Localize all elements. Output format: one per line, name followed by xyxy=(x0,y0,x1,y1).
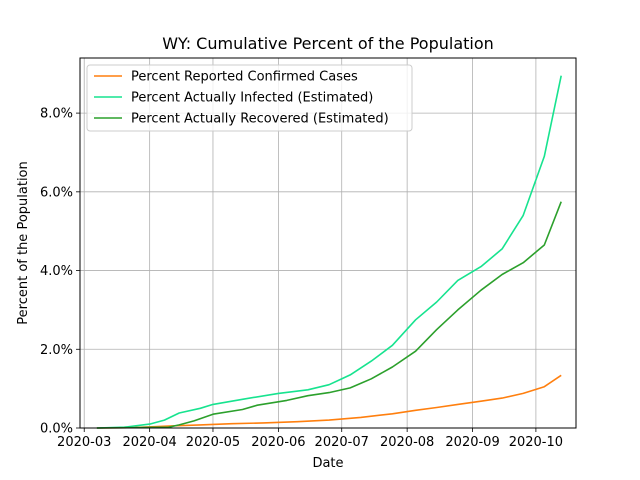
y-axis: 0.0% 2.0% 4.0% 6.0% 8.0% xyxy=(40,107,80,437)
legend-label: Percent Reported Confirmed Cases xyxy=(131,70,358,85)
y-axis-title: Percent of the Population xyxy=(16,161,31,324)
series-line xyxy=(96,201,562,429)
y-tick-label: 0.0% xyxy=(40,422,73,437)
x-tick-label: 2020-08 xyxy=(380,435,434,450)
chart-title: WY: Cumulative Percent of the Population xyxy=(162,34,494,53)
series-lines xyxy=(96,75,562,429)
legend-box xyxy=(86,64,413,132)
x-axis-title: Date xyxy=(312,456,343,471)
y-tick-label: 8.0% xyxy=(40,107,73,122)
x-tick-label: 2020-07 xyxy=(315,435,369,450)
legend-label: Percent Actually Infected (Estimated) xyxy=(131,91,373,106)
series-line xyxy=(96,75,562,429)
y-tick-label: 4.0% xyxy=(40,264,73,279)
y-tick-label: 6.0% xyxy=(40,185,73,200)
x-axis: 2020-03 2020-04 2020-05 2020-06 2020-07 2020-… xyxy=(57,428,563,450)
y-tick-label: 2.0% xyxy=(40,343,73,358)
x-tick-label: 2020-06 xyxy=(251,435,305,450)
plot-area-frame xyxy=(79,57,577,429)
x-tick-label: 2020-10 xyxy=(509,435,563,450)
legend-label: Percent Actually Recovered (Estimated) xyxy=(131,112,389,127)
x-tick-label: 2020-03 xyxy=(57,435,111,450)
series-line xyxy=(96,374,562,429)
x-tick-label: 2020-04 xyxy=(122,435,176,450)
x-tick-label: 2020-05 xyxy=(186,435,240,450)
legend: Percent Reported Confirmed Cases Percent … xyxy=(86,64,413,132)
x-tick-label: 2020-09 xyxy=(445,435,499,450)
